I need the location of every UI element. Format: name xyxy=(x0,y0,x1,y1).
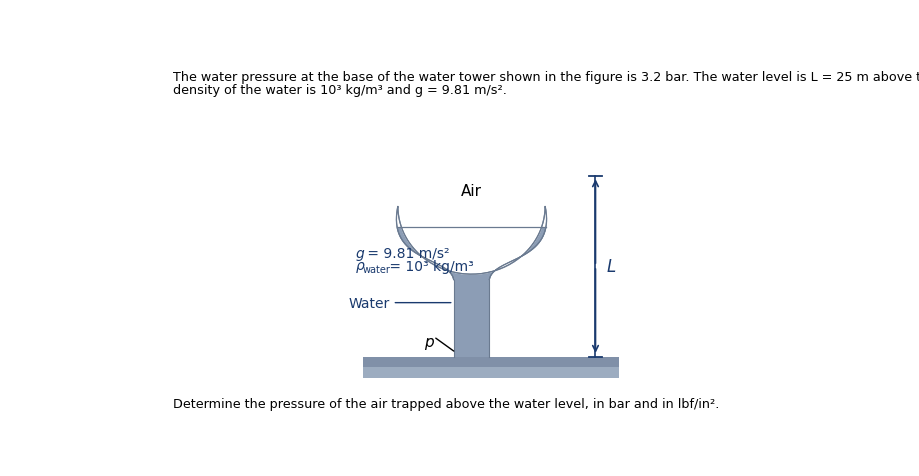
Text: L: L xyxy=(606,258,615,276)
Text: g: g xyxy=(355,246,364,260)
Text: The water pressure at the base of the water tower shown in the figure is 3.2 bar: The water pressure at the base of the wa… xyxy=(173,71,919,84)
Text: p: p xyxy=(424,334,433,349)
Polygon shape xyxy=(396,207,546,280)
Text: Air: Air xyxy=(460,184,482,199)
Text: water: water xyxy=(362,264,390,274)
Bar xyxy=(363,357,618,378)
Text: = 10³ kg/m³: = 10³ kg/m³ xyxy=(384,260,473,274)
Bar xyxy=(363,367,618,378)
Text: density of the water is 10³ kg/m³ and g = 9.81 m/s².: density of the water is 10³ kg/m³ and g … xyxy=(173,84,506,97)
Text: $\rho$: $\rho$ xyxy=(355,259,366,274)
Bar xyxy=(453,280,489,357)
Text: = 9.81 m/s²: = 9.81 m/s² xyxy=(363,246,449,260)
Polygon shape xyxy=(396,207,546,275)
Text: Determine the pressure of the air trapped above the water level, in bar and in l: Determine the pressure of the air trappe… xyxy=(173,397,719,411)
Text: Water: Water xyxy=(348,296,390,310)
